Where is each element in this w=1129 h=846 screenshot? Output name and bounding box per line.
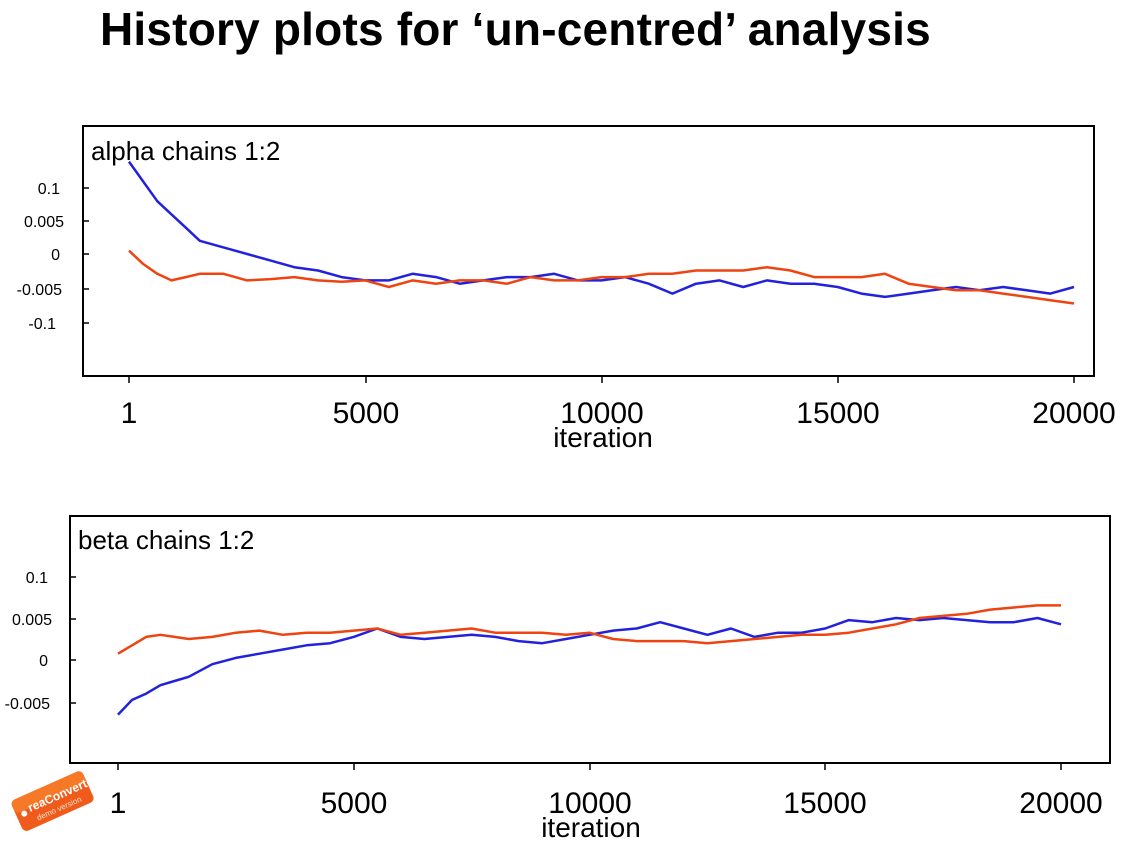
reaconverter-watermark-logo: reaConverter demo version xyxy=(11,771,98,831)
beta-chain-1-line xyxy=(117,616,1062,716)
alpha-x-axis-label: iteration xyxy=(553,422,653,453)
beta-panel-title: beta chains 1:2 xyxy=(78,525,254,555)
beta-ytick-label: 0.005 xyxy=(12,612,52,629)
alpha-ytick-label: 0.1 xyxy=(38,181,60,198)
alpha-ytick-label: 0.005 xyxy=(24,214,64,231)
alpha-xtick-label: 5000 xyxy=(333,397,400,430)
alpha-panel-title: alpha chains 1:2 xyxy=(91,136,280,166)
beta-xtick-label: 5000 xyxy=(321,787,388,820)
beta-xtick-label: 20000 xyxy=(1019,787,1102,820)
beta-ytick-label: 0.1 xyxy=(26,570,48,587)
beta-xtick-label: 10000 xyxy=(548,787,631,820)
alpha-xtick-label: 1 xyxy=(121,397,138,430)
slide-title: History plots for ‘un-centred’ analysis xyxy=(100,3,931,55)
alpha-chain-2-line xyxy=(128,249,1075,305)
alpha-x-axis: 1 5000 10000 15000 20000 iteration xyxy=(121,376,1116,453)
alpha-xtick-label: 15000 xyxy=(796,397,879,430)
beta-x-axis-label: iteration xyxy=(541,812,641,843)
beta-chain-2-line xyxy=(117,604,1061,655)
beta-ytick-label: -0.005 xyxy=(5,696,50,713)
beta-xtick-label: 1 xyxy=(110,787,127,820)
alpha-ytick-label: -0.005 xyxy=(17,282,62,299)
beta-plot-frame xyxy=(69,515,1111,764)
alpha-ytick-label: 0 xyxy=(51,247,60,264)
alpha-xtick-label: 20000 xyxy=(1032,397,1115,430)
alpha-plot-frame xyxy=(82,125,1095,377)
beta-y-axis: 0.1 0.005 0 -0.005 xyxy=(5,570,76,713)
beta-ytick-label: 0 xyxy=(39,653,48,670)
beta-x-axis: 1 5000 10000 15000 20000 iteration xyxy=(110,763,1103,843)
alpha-xtick-label: 10000 xyxy=(560,397,643,430)
beta-xtick-label: 15000 xyxy=(783,787,866,820)
alpha-y-axis: 0.1 0.005 0 -0.005 -0.1 xyxy=(17,181,89,333)
alpha-ytick-label: -0.1 xyxy=(28,316,56,333)
